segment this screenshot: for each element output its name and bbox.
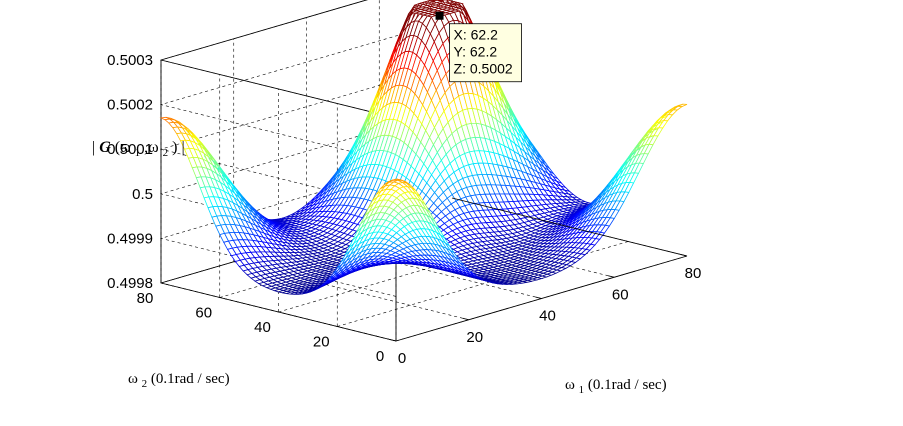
tick-labels: 0204060800204060800.49980.49990.50.50010… xyxy=(107,52,701,367)
z-tick-label: 0.5003 xyxy=(107,52,153,69)
box-edge-3 xyxy=(160,59,397,119)
z-label-sub1: 1 xyxy=(135,147,141,159)
data-tip-line: Y: 62.2 xyxy=(454,44,498,60)
surface-cell xyxy=(678,103,688,107)
x-label-sub: 1 xyxy=(579,384,585,396)
box-edge-6 xyxy=(160,282,397,342)
y-tick-label: 60 xyxy=(195,305,212,322)
z-label-comma: ,ω xyxy=(144,139,159,156)
y-label-sub: 2 xyxy=(142,378,148,390)
box-edge-4 xyxy=(160,0,369,61)
y-label-omega: ω xyxy=(128,371,138,387)
data-tip-line: X: 62.2 xyxy=(454,27,499,43)
data-tip-line: Z: 0.5002 xyxy=(454,61,513,77)
z-tick-label: 0.5 xyxy=(132,186,153,203)
y-tick-label: 0 xyxy=(376,348,384,365)
x-label-rest: (0.1rad / sec) xyxy=(588,377,667,393)
y-label-rest: (0.1rad / sec) xyxy=(151,371,230,387)
z-axis-label: | G (ω 1 ,ω 2 ) | xyxy=(92,139,185,160)
x-tick-label: 0 xyxy=(398,350,406,367)
data-tip-marker xyxy=(435,11,444,20)
y-tick-label: 20 xyxy=(313,334,330,351)
x-tick-label: 20 xyxy=(466,329,483,346)
z-label-close: ) xyxy=(172,139,177,156)
floor-grid-x-1 xyxy=(233,261,469,321)
x-tick-label: 60 xyxy=(612,286,629,303)
z-tick-label: 0.4998 xyxy=(107,275,153,292)
x-tick-mark xyxy=(390,339,397,342)
x-axis-label: ω 1 (0.1rad / sec) xyxy=(565,377,667,397)
y-axis-label: ω 2 (0.1rad / sec) xyxy=(128,371,230,391)
x-tick-mark xyxy=(462,317,469,321)
z-label-g: G xyxy=(99,139,111,156)
z-tick-label: 0.5001 xyxy=(107,141,153,158)
z-label-sub2: 2 xyxy=(163,147,169,159)
x-tick-mark xyxy=(608,275,615,278)
z-tick-label: 0.5002 xyxy=(107,97,153,114)
y-tick-label: 40 xyxy=(254,319,271,336)
x-tick-mark xyxy=(681,254,688,257)
x-tick-mark xyxy=(535,296,542,299)
data-tip[interactable]: X: 62.2Y: 62.2Z: 0.5002 xyxy=(435,11,522,83)
data-tip-box xyxy=(449,23,522,83)
z-label-bar-left: | xyxy=(92,139,95,156)
y-tick-label: 80 xyxy=(137,290,154,307)
x-label-omega: ω xyxy=(565,377,575,393)
x-tick-label: 80 xyxy=(685,265,702,282)
z-label-bar-right: | xyxy=(181,139,184,156)
x-tick-label: 40 xyxy=(539,308,556,325)
z-label-open: (ω xyxy=(115,139,131,156)
z-tick-label: 0.4999 xyxy=(107,230,153,247)
surface-mesh xyxy=(159,0,688,295)
front-axis-1 xyxy=(451,197,688,257)
